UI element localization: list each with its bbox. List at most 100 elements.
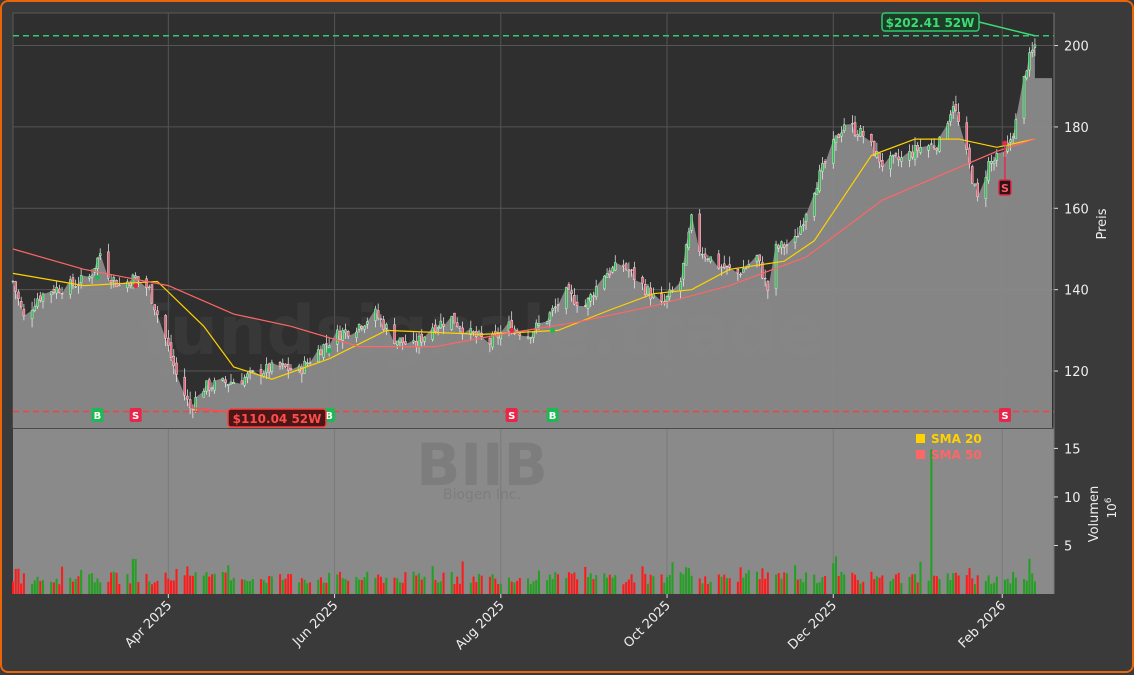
volume-bar (930, 449, 933, 594)
volume-bar (878, 577, 881, 594)
volume-bar (815, 583, 818, 594)
volume-bar (96, 578, 99, 594)
volume-bar (745, 573, 748, 594)
candle-body (793, 236, 797, 243)
volume-bar (360, 579, 363, 594)
volume-bar (107, 581, 110, 594)
volume-bar (894, 574, 897, 594)
volume-bar (507, 577, 510, 594)
volume-bar (112, 571, 115, 594)
volume-bar (363, 577, 366, 594)
volume-bar (213, 573, 216, 594)
volume-bar (191, 575, 194, 594)
candle-body (908, 151, 911, 161)
candle-body (278, 362, 282, 367)
volume-bar (900, 583, 903, 594)
volume-bar (385, 577, 388, 594)
volume-bar (418, 573, 421, 594)
volume-bar (851, 572, 854, 594)
candle-body (842, 124, 846, 131)
sell-callout-label: S (1001, 182, 1009, 195)
volume-bar (31, 584, 34, 594)
candle-body (93, 268, 96, 273)
volume-bar (510, 581, 513, 594)
volume-bar (270, 576, 273, 594)
volume-bar (317, 579, 320, 594)
volume-bar (110, 572, 113, 594)
signal-label: B (325, 411, 333, 422)
volume-bar (952, 573, 955, 594)
volume-bar (586, 577, 590, 594)
candle-body (69, 279, 72, 295)
volume-bar (908, 576, 911, 594)
candle-body (567, 284, 571, 290)
candle-body (455, 322, 459, 327)
candle-body (434, 324, 437, 332)
time-axis: Apr 2025 Jun 2025 Aug 2025 Oct 2025 Dec 2025… (122, 594, 1009, 653)
volume-bar (794, 565, 797, 594)
signal-point (133, 283, 139, 289)
candle-body (570, 290, 573, 294)
candle-body (837, 133, 840, 138)
volume-bar (742, 577, 745, 594)
candle-body (109, 280, 113, 283)
volume-bar (303, 579, 306, 594)
volume-bar (39, 581, 42, 594)
candle-body (935, 148, 939, 151)
price-tick-label: 180 (1064, 121, 1089, 136)
candle-body (398, 337, 402, 343)
candle-body (240, 380, 244, 385)
volume-bar (99, 582, 102, 594)
candle-body (385, 324, 388, 329)
candle-body (919, 147, 922, 153)
volume-bar (344, 579, 347, 594)
candle-body (308, 362, 312, 364)
candle-body (461, 327, 464, 334)
candle-body (684, 244, 688, 266)
candle-body (954, 104, 958, 111)
candle-body (785, 244, 789, 246)
watermark-company: Biogen Inc. (443, 487, 521, 503)
signal-point (509, 327, 515, 333)
candle-body (453, 312, 456, 324)
volume-bar (1025, 580, 1028, 594)
volume-bar (17, 568, 20, 594)
candle-body (431, 327, 434, 340)
candle-body (532, 331, 535, 338)
candle-body (1033, 44, 1037, 48)
candle-body (366, 321, 369, 325)
volume-bar (194, 572, 197, 594)
time-tick-label: Oct 2025 (621, 598, 674, 651)
candle-body (518, 333, 522, 336)
candle-body (401, 337, 404, 343)
volume-bar (513, 582, 516, 594)
volume-bar (856, 580, 859, 594)
candle-body (341, 330, 344, 341)
candle-body (856, 134, 860, 137)
candle-body (415, 341, 418, 347)
candle-body (19, 301, 23, 308)
volume-bar (576, 579, 579, 594)
volume-bar (423, 576, 426, 594)
high-52w-arrow (978, 21, 1036, 37)
volume-bar (933, 575, 936, 594)
volume-bar (341, 578, 344, 594)
candle-body (270, 362, 274, 372)
volume-bar (322, 582, 325, 594)
candles (11, 38, 1037, 419)
candle-body (30, 309, 34, 319)
volume-bar (813, 574, 816, 594)
candle-body (832, 139, 835, 164)
candle-body (834, 135, 838, 143)
sell-signal-badge (129, 408, 142, 422)
candle-body (973, 183, 977, 186)
candle-body (281, 363, 285, 365)
candle-body (971, 166, 974, 184)
volume-bar (984, 581, 987, 594)
volume-bar (404, 572, 407, 594)
candle-body (526, 336, 530, 339)
volume-bar (976, 575, 979, 594)
volume-bar (377, 574, 380, 594)
candle-body (284, 363, 287, 367)
volume-bar (646, 583, 649, 594)
